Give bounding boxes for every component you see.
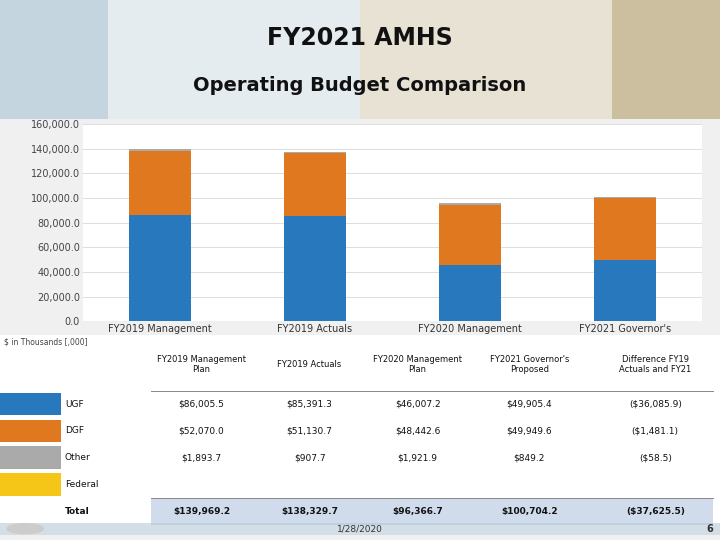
Bar <box>0 473 61 496</box>
Bar <box>0 0 360 119</box>
Bar <box>284 216 346 321</box>
Text: $48,442.6: $48,442.6 <box>395 427 441 435</box>
Text: $86,005.5: $86,005.5 <box>179 400 225 409</box>
Bar <box>130 215 192 321</box>
Text: ($1,481.1): ($1,481.1) <box>631 427 679 435</box>
Bar <box>439 265 501 321</box>
Text: $139,969.2: $139,969.2 <box>173 507 230 516</box>
Text: $46,007.2: $46,007.2 <box>395 400 441 409</box>
Text: $52,070.0: $52,070.0 <box>179 427 225 435</box>
Text: $138,329.7: $138,329.7 <box>281 507 338 516</box>
Text: UGF: UGF <box>65 400 84 409</box>
Text: DGF: DGF <box>65 427 84 435</box>
Text: $1,921.9: $1,921.9 <box>397 453 438 462</box>
Text: $1,893.7: $1,893.7 <box>181 453 222 462</box>
Text: FY2019 Management
Plan: FY2019 Management Plan <box>157 355 246 374</box>
Text: FY2019 Actuals: FY2019 Actuals <box>277 360 342 369</box>
Text: Operating Budget Comparison: Operating Budget Comparison <box>194 76 526 95</box>
Text: $49,905.4: $49,905.4 <box>506 400 552 409</box>
Text: $100,704.2: $100,704.2 <box>501 507 557 516</box>
Text: $96,366.7: $96,366.7 <box>392 507 443 516</box>
Text: 6: 6 <box>706 524 713 534</box>
Bar <box>0 420 61 442</box>
Text: ($58.5): ($58.5) <box>639 453 672 462</box>
Bar <box>151 498 713 524</box>
Bar <box>0 523 720 535</box>
Text: Federal: Federal <box>65 480 99 489</box>
Bar <box>284 153 346 216</box>
Bar <box>439 202 501 205</box>
Text: $49,949.6: $49,949.6 <box>506 427 552 435</box>
Text: Total: Total <box>65 507 89 516</box>
Bar <box>593 198 655 260</box>
Bar <box>593 260 655 321</box>
Text: FY2021 AMHS: FY2021 AMHS <box>267 26 453 50</box>
Text: ($36,085.9): ($36,085.9) <box>629 400 682 409</box>
Bar <box>593 197 655 198</box>
Text: $51,130.7: $51,130.7 <box>287 427 333 435</box>
Bar <box>439 205 501 265</box>
Text: FY2020 Management
Plan: FY2020 Management Plan <box>373 355 462 374</box>
Text: $85,391.3: $85,391.3 <box>287 400 333 409</box>
Legend: UGF, DGF, Other, Federal: UGF, DGF, Other, Federal <box>286 353 499 372</box>
Text: $849.2: $849.2 <box>513 453 545 462</box>
Bar <box>108 0 612 119</box>
Bar <box>360 0 720 119</box>
Text: $907.7: $907.7 <box>294 453 325 462</box>
Bar <box>0 393 61 415</box>
Text: 1/28/2020: 1/28/2020 <box>337 524 383 533</box>
Text: Other: Other <box>65 453 91 462</box>
Bar <box>284 152 346 153</box>
Text: $ in Thousands [,000]: $ in Thousands [,000] <box>4 338 87 347</box>
Text: ($37,625.5): ($37,625.5) <box>626 507 685 516</box>
Bar <box>130 149 192 151</box>
Text: FY2021 Governor's
Proposed: FY2021 Governor's Proposed <box>490 355 569 374</box>
Bar <box>130 151 192 215</box>
Text: Difference FY19
Actuals and FY21: Difference FY19 Actuals and FY21 <box>619 355 691 374</box>
Bar <box>0 447 61 469</box>
Circle shape <box>7 524 43 534</box>
